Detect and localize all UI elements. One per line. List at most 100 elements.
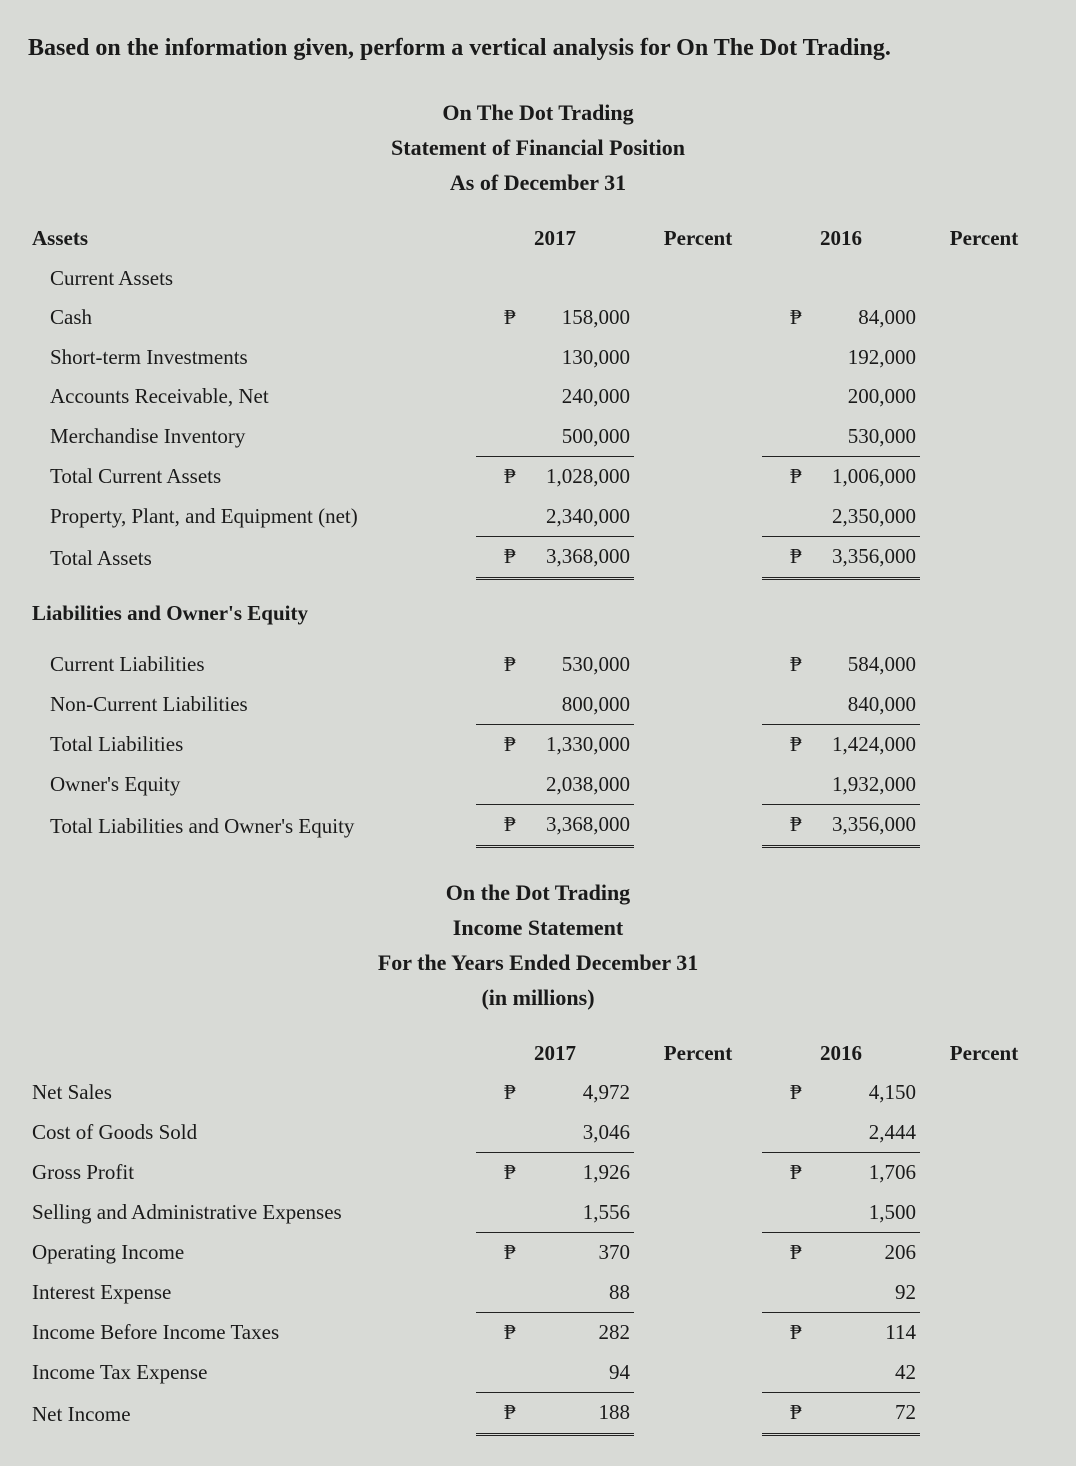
row-label: Owner's Equity [28,765,476,805]
row-label: Non-Current Liabilities [28,685,476,725]
table-row: Cash ₱158,000 ₱84,000 [28,298,1048,338]
cell-2016: ₱4,150 [762,1073,920,1113]
table-row: Current Assets [28,259,1048,299]
table-row: Non-Current Liabilities 800,000 840,000 [28,685,1048,725]
is-title-period: For the Years Ended December 31 [28,946,1048,979]
sfp-title-statement: Statement of Financial Position [28,131,1048,164]
cell-2016: ₱1,706 [762,1153,920,1193]
sfp-title-date: As of December 31 [28,166,1048,199]
cell-2016: 200,000 [762,377,920,417]
row-label: Cash [28,298,476,338]
cell-2017: ₱1,330,000 [476,725,634,765]
sfp-header: On The Dot Trading Statement of Financia… [28,96,1048,199]
cell-2017: 88 [476,1273,634,1313]
cell-2017: 1,556 [476,1193,634,1233]
cell-2016: 1,932,000 [762,765,920,805]
col-2016: 2016 [762,219,920,259]
col-2016: 2016 [762,1034,920,1074]
cell-2017: 500,000 [476,417,634,457]
cell-2017: ₱188 [476,1393,634,1435]
cell-2017: ₱282 [476,1313,634,1353]
sfp-table: Assets 2017 Percent 2016 Percent Current… [28,219,1048,848]
cell-2016: ₱84,000 [762,298,920,338]
table-row: Current Liabilities ₱530,000 ₱584,000 [28,645,1048,685]
table-row: Owner's Equity 2,038,000 1,932,000 [28,765,1048,805]
table-row: Net Sales ₱4,972 ₱4,150 [28,1073,1048,1113]
cell-2017: 2,038,000 [476,765,634,805]
row-label: Gross Profit [28,1153,476,1193]
is-title-units: (in millions) [28,981,1048,1014]
row-label: Total Liabilities [28,725,476,765]
row-label: Current Assets [28,259,476,299]
cell-2017: ₱3,368,000 [476,537,634,579]
cell-2016: 92 [762,1273,920,1313]
table-row: Total Liabilities and Owner's Equity ₱3,… [28,805,1048,847]
is-table: 2017 Percent 2016 Percent Net Sales ₱4,9… [28,1034,1048,1436]
row-label: Property, Plant, and Equipment (net) [28,497,476,537]
cell-2016: ₱1,006,000 [762,457,920,497]
cell-2017: 3,046 [476,1113,634,1153]
col-percent-2: Percent [920,1034,1048,1074]
col-percent-2: Percent [920,219,1048,259]
cell-2017: 240,000 [476,377,634,417]
col-percent-1: Percent [634,1034,762,1074]
row-label: Merchandise Inventory [28,417,476,457]
cell-2016: ₱1,424,000 [762,725,920,765]
cell-2016: ₱206 [762,1233,920,1273]
col-2017: 2017 [476,1034,634,1074]
table-row: Income Tax Expense 94 42 [28,1353,1048,1393]
cell-2017: ₱158,000 [476,298,634,338]
cell-2017: ₱4,972 [476,1073,634,1113]
row-label: Net Income [28,1393,476,1435]
row-label: Net Sales [28,1073,476,1113]
is-header-row: 2017 Percent 2016 Percent [28,1034,1048,1074]
col-2017: 2017 [476,219,634,259]
cell-2016: ₱114 [762,1313,920,1353]
cell-2017: 94 [476,1353,634,1393]
cell-2017: 800,000 [476,685,634,725]
table-row: Interest Expense 88 92 [28,1273,1048,1313]
table-row: Accounts Receivable, Net 240,000 200,000 [28,377,1048,417]
table-row: Liabilities and Owner's Equity [28,578,1048,633]
table-row: Property, Plant, and Equipment (net) 2,3… [28,497,1048,537]
row-label: Total Liabilities and Owner's Equity [28,805,476,847]
table-row: Net Income ₱188 ₱72 [28,1393,1048,1435]
cell-2017: ₱530,000 [476,645,634,685]
row-label: Income Tax Expense [28,1353,476,1393]
cell-2016: ₱584,000 [762,645,920,685]
row-label: Accounts Receivable, Net [28,377,476,417]
cell-2017: 2,340,000 [476,497,634,537]
table-row: Merchandise Inventory 500,000 530,000 [28,417,1048,457]
table-row: Short-term Investments 130,000 192,000 [28,338,1048,378]
cell-2016: 1,500 [762,1193,920,1233]
is-title-statement: Income Statement [28,911,1048,944]
table-row: Operating Income ₱370 ₱206 [28,1233,1048,1273]
cell-2016: 2,350,000 [762,497,920,537]
cell-2016: 42 [762,1353,920,1393]
table-row: Total Liabilities ₱1,330,000 ₱1,424,000 [28,725,1048,765]
col-percent-1: Percent [634,219,762,259]
cell-2016: ₱3,356,000 [762,805,920,847]
row-label: Selling and Administrative Expenses [28,1193,476,1233]
cell-2017: ₱1,028,000 [476,457,634,497]
table-row: Income Before Income Taxes ₱282 ₱114 [28,1313,1048,1353]
cell-2016: ₱72 [762,1393,920,1435]
table-row: Total Current Assets ₱1,028,000 ₱1,006,0… [28,457,1048,497]
row-label: Short-term Investments [28,338,476,378]
sfp-header-row: Assets 2017 Percent 2016 Percent [28,219,1048,259]
table-row: Selling and Administrative Expenses 1,55… [28,1193,1048,1233]
cell-2017: ₱3,368,000 [476,805,634,847]
col-assets: Assets [28,219,476,259]
is-title-company: On the Dot Trading [28,876,1048,909]
cell-2016: 840,000 [762,685,920,725]
table-row: Gross Profit ₱1,926 ₱1,706 [28,1153,1048,1193]
row-label: Current Liabilities [28,645,476,685]
cell-2017: ₱370 [476,1233,634,1273]
row-label: Interest Expense [28,1273,476,1313]
sfp-title-company: On The Dot Trading [28,96,1048,129]
cell-2016: ₱3,356,000 [762,537,920,579]
row-label: Income Before Income Taxes [28,1313,476,1353]
table-row: Cost of Goods Sold 3,046 2,444 [28,1113,1048,1153]
cell-2016: 2,444 [762,1113,920,1153]
row-label: Total Current Assets [28,457,476,497]
